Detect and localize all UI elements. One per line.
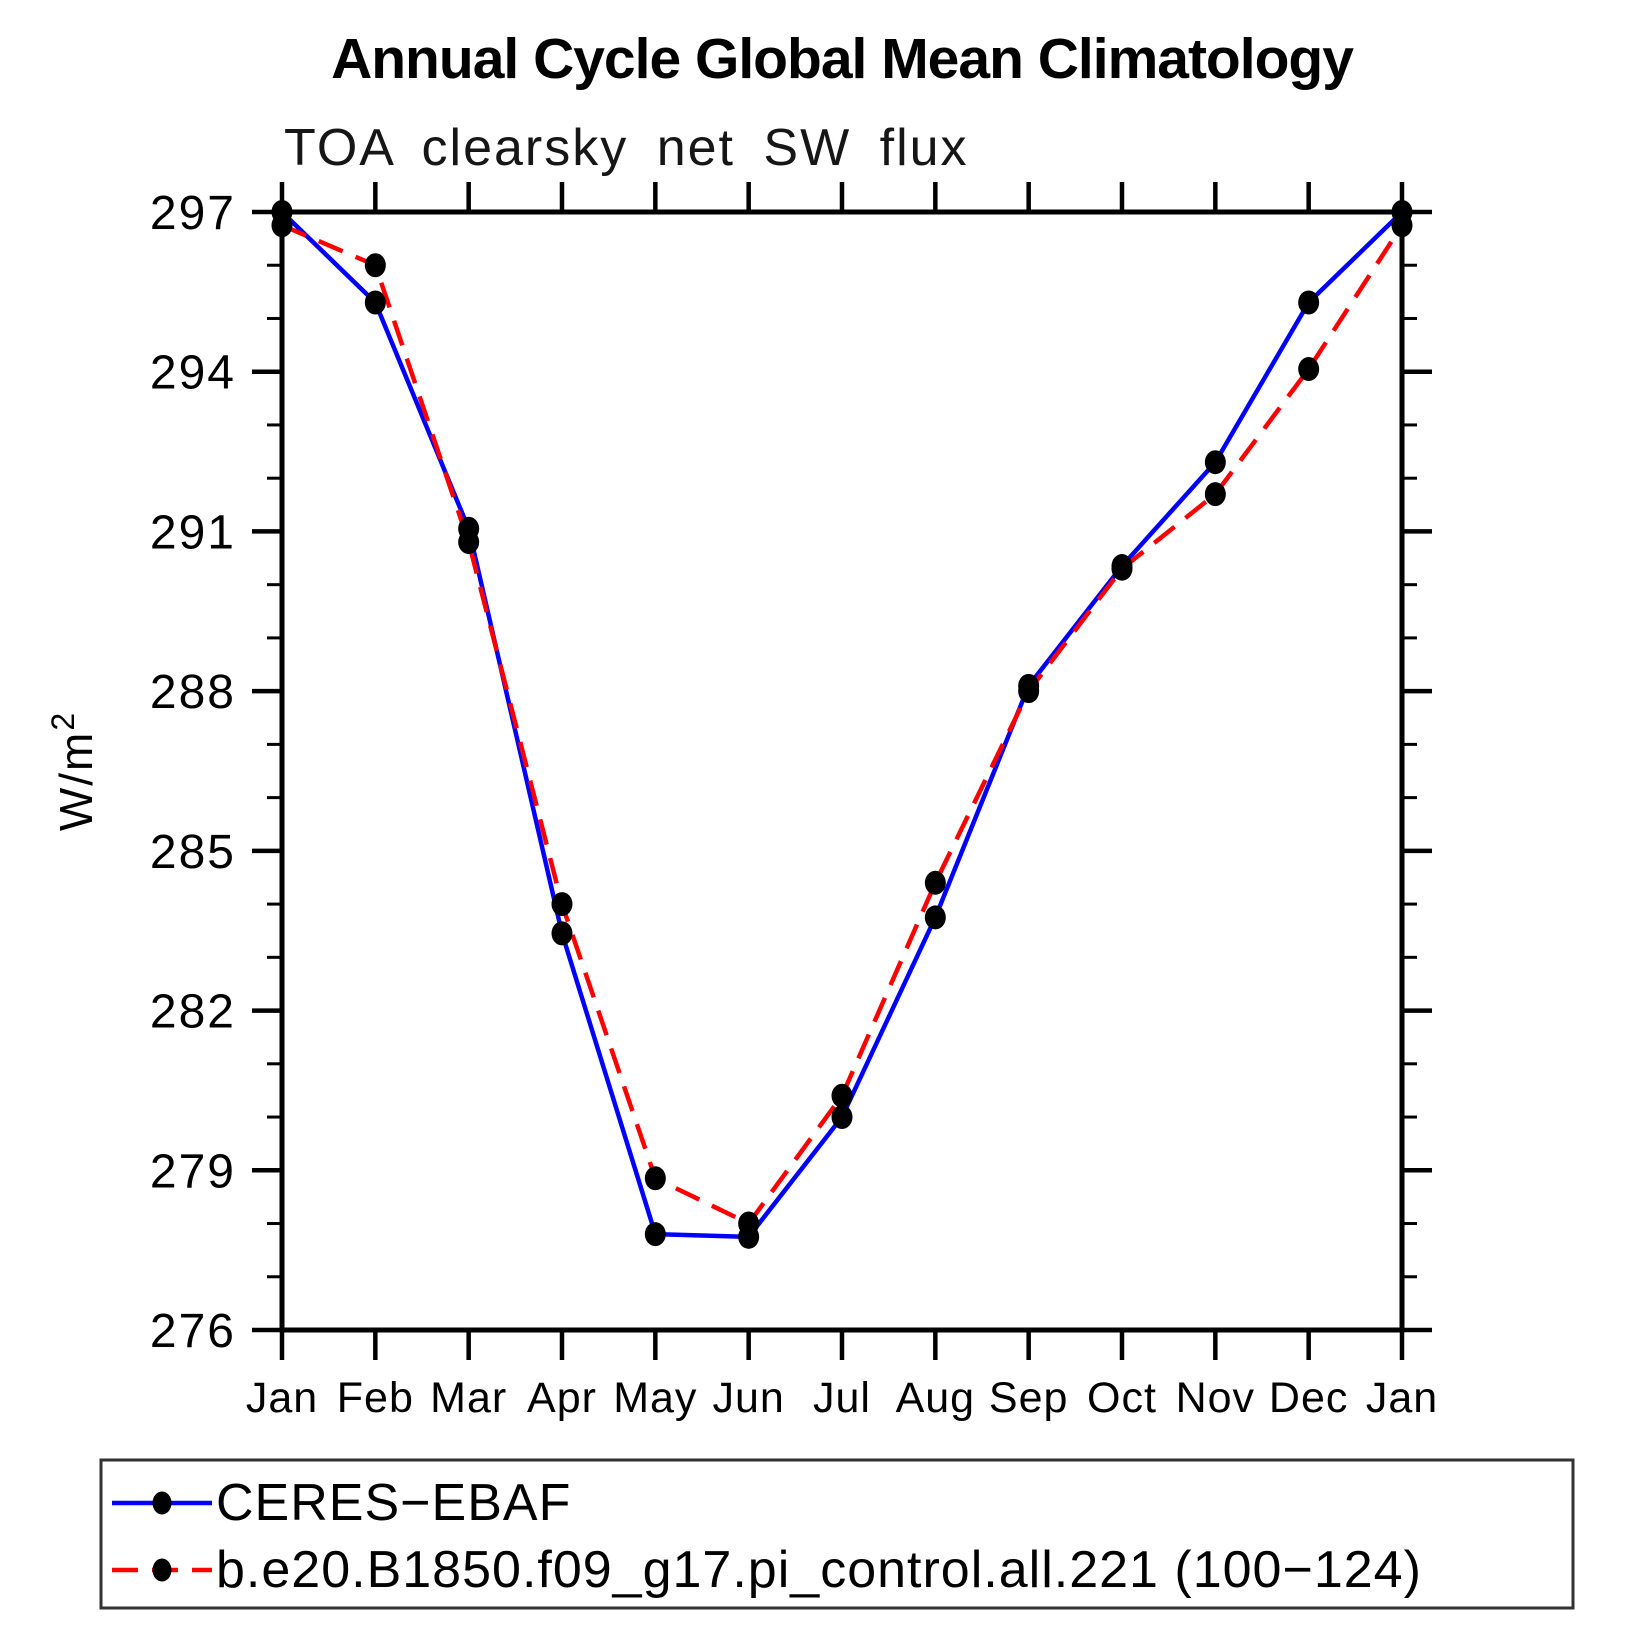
y-axis-title-base: W/m: [50, 731, 102, 832]
data-point: [1111, 556, 1133, 581]
series-line-0: [280, 210, 1404, 1240]
y-tick-label: 288: [150, 666, 236, 719]
x-tick-label: Dec: [1269, 1374, 1348, 1422]
axes: [252, 182, 1432, 1360]
y-tick-label: 285: [150, 826, 236, 879]
x-tick-label: Jan: [246, 1374, 318, 1422]
x-tick-label: May: [613, 1374, 697, 1422]
data-point: [551, 892, 573, 917]
data-point: [924, 905, 946, 930]
legend-sample-marker-1: [152, 1558, 172, 1582]
data-point: [738, 1211, 760, 1236]
chart-subtitle: TOA clearsky net SW flux: [284, 119, 969, 177]
data-point: [831, 1083, 853, 1108]
legend-box: [99, 1458, 1575, 1610]
x-tick-label: Oct: [1087, 1374, 1157, 1422]
y-tick-label: 276: [150, 1305, 236, 1358]
data-point: [551, 921, 573, 946]
y-tick-label: 291: [150, 506, 236, 559]
data-point: [1298, 357, 1320, 382]
x-tick-label: Nov: [1176, 1374, 1255, 1422]
y-axis-title: W/m2: [45, 711, 102, 831]
y-tick-label: 297: [150, 187, 236, 240]
legend-label-0: CERES−EBAF: [216, 1474, 571, 1532]
legend: CERES−EBAF b.e20.B1850.f09_g17.pi_control…: [99, 1458, 1575, 1610]
y-tick-label: 279: [150, 1145, 236, 1198]
x-tick-label: Aug: [896, 1374, 976, 1422]
series-markers-1: [271, 213, 1413, 1236]
plot-frame: [279, 209, 1405, 1333]
legend-label-1: b.e20.B1850.f09_g17.pi_control.all.221 (…: [216, 1541, 1422, 1599]
x-tick-label: Feb: [337, 1374, 414, 1422]
data-point: [364, 290, 386, 315]
data-point: [364, 253, 386, 278]
data-point: [458, 530, 480, 555]
chart-title: Annual Cycle Global Mean Climatology: [331, 27, 1354, 91]
data-point: [271, 213, 293, 238]
data-point: [1204, 450, 1226, 475]
axis-labels: 276 279 282 285 288 291 294 297 Jan Feb Mar Apr May J…: [45, 187, 1438, 1422]
data-point: [1204, 482, 1226, 507]
x-tick-label: Jan: [1366, 1374, 1438, 1422]
x-tick-label: Mar: [430, 1374, 507, 1422]
data-point: [831, 1105, 853, 1130]
data-point: [644, 1222, 666, 1247]
x-tick-label: Apr: [527, 1374, 597, 1422]
data-point: [644, 1166, 666, 1191]
series-line-1: [281, 223, 1404, 1226]
data-point: [1018, 679, 1040, 704]
x-tick-label: Sep: [989, 1374, 1069, 1422]
y-tick-label: 282: [150, 986, 236, 1039]
y-axis-title-sup: 2: [45, 711, 81, 731]
legend-sample-marker-0: [152, 1491, 172, 1515]
data-point: [1298, 290, 1320, 315]
x-tick-label: Jun: [712, 1374, 784, 1422]
data-point: [1391, 213, 1413, 238]
data-point: [924, 870, 946, 895]
y-tick-label: 294: [150, 347, 236, 400]
x-tick-label: Jul: [813, 1374, 871, 1422]
